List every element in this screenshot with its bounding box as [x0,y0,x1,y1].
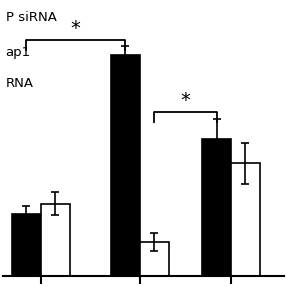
Text: *: * [181,91,190,110]
Text: RNA: RNA [5,77,34,90]
Bar [111,55,140,276]
Bar [231,163,260,276]
Text: *: * [71,19,81,38]
Bar [41,203,70,276]
Bar [140,242,168,276]
Text: P siRNA: P siRNA [5,11,57,24]
Bar [12,214,41,276]
Text: ap1: ap1 [5,46,31,59]
Bar [202,139,231,276]
